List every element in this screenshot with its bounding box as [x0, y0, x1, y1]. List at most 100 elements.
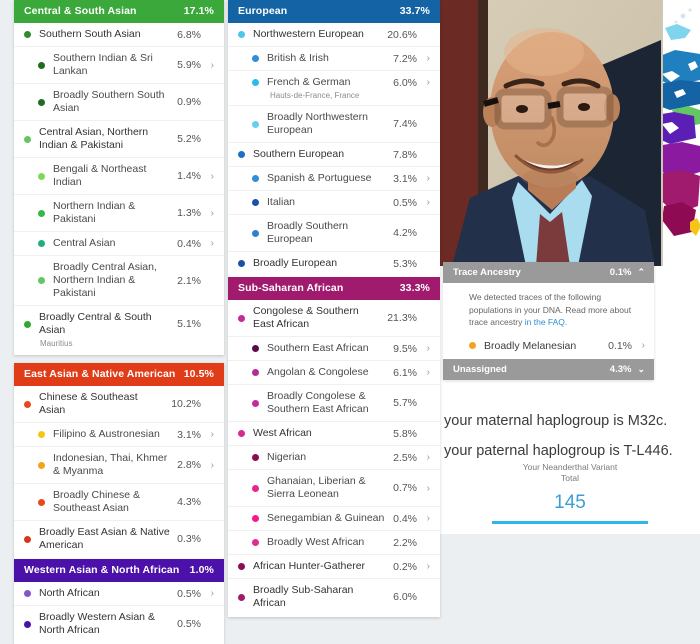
chevron-placeholder: ›: [420, 398, 430, 409]
ancestry-row[interactable]: Indonesian, Thai, Khmer & Myanma 2.8% ›: [14, 446, 224, 483]
population-color-dot: [252, 454, 259, 461]
chevron-right-icon[interactable]: ›: [426, 452, 430, 463]
ancestry-row: Southern European 7.8%›: [228, 142, 440, 166]
population-label: Central Asian, Northern Indian & Pakista…: [39, 126, 149, 151]
population-label: Broadly Central Asian, Northern Indian &…: [53, 261, 157, 299]
chevron-right-icon[interactable]: ›: [426, 482, 430, 494]
ancestry-group-header[interactable]: East Asian & Native American 10.5%: [14, 363, 224, 386]
population-label: Broadly Congolese & Southern East Africa…: [267, 390, 369, 415]
ancestry-row: Broadly Central & South Asian 5.1%›: [14, 305, 224, 342]
ancestry-row[interactable]: British & Irish 7.2% ›: [228, 46, 440, 70]
chevron-placeholder: ›: [420, 313, 430, 324]
chevron-down-icon[interactable]: ⌄: [637, 363, 645, 374]
ancestry-row[interactable]: Filipino & Austronesian 3.1% ›: [14, 422, 224, 446]
chevron-right-icon[interactable]: ›: [210, 170, 214, 182]
chevron-right-icon[interactable]: ›: [426, 513, 430, 524]
ancestry-row: Southern South Asian 6.8%›: [14, 23, 224, 46]
population-color-dot: [238, 31, 245, 38]
ancestry-group-percent: 17.1%: [183, 5, 214, 17]
population-percent: 5.1%: [177, 318, 201, 330]
trace-ancestry-header[interactable]: Trace Ancestry 0.1% ⌃: [443, 262, 654, 283]
user-profile-photo: [440, 0, 663, 266]
chevron-right-icon[interactable]: ›: [426, 173, 430, 184]
chevron-right-icon[interactable]: ›: [426, 53, 430, 64]
ancestry-group-header[interactable]: European 33.7%: [228, 0, 440, 23]
ancestry-group-header[interactable]: Western Asian & North African 1.0%: [14, 559, 224, 582]
ancestry-row[interactable]: Southern Indian & Sri Lankan 5.9% ›: [14, 46, 224, 83]
population-color-dot: [38, 498, 45, 506]
trace-description-text: We detected traces of the following popu…: [469, 292, 632, 327]
chevron-right-icon[interactable]: ›: [210, 429, 214, 440]
ancestry-group-name: Sub-Saharan African: [238, 282, 344, 294]
ancestry-row[interactable]: Northern Indian & Pakistani 1.3% ›: [14, 194, 224, 231]
population-label: Ghanaian, Liberian & Sierra Leonean: [267, 475, 366, 500]
chevron-placeholder: ›: [420, 537, 430, 548]
ancestry-group-header[interactable]: Sub-Saharan African 33.3%: [228, 277, 440, 300]
population-color-dot: [252, 399, 259, 407]
ancestry-row: West African 5.8%›: [228, 421, 440, 445]
neanderthal-title-line2: Total: [561, 473, 579, 483]
ancestry-row[interactable]: French & German 6.0% ›: [228, 70, 440, 94]
ancestry-row[interactable]: Spanish & Portuguese 3.1% ›: [228, 166, 440, 190]
unassigned-label: Unassigned: [453, 363, 507, 375]
chevron-right-icon[interactable]: ›: [426, 343, 430, 354]
ancestry-row[interactable]: Nigerian 2.5% ›: [228, 445, 440, 469]
population-label: Broadly Northwestern European: [267, 111, 368, 136]
population-percent: 3.1%: [393, 172, 417, 185]
population-percent: 0.2%: [393, 560, 417, 573]
ancestry-row[interactable]: Bengali & Northeast Indian 1.4% ›: [14, 157, 224, 194]
chevron-right-icon[interactable]: ›: [426, 197, 430, 208]
chevron-right-icon[interactable]: ›: [210, 238, 214, 249]
chevron-up-icon[interactable]: ⌃: [637, 267, 645, 277]
population-color-dot: [24, 400, 31, 408]
population-percent: 0.9%: [177, 96, 201, 108]
chevron-right-icon[interactable]: ›: [426, 367, 430, 378]
population-label: Chinese & Southeast Asian: [39, 391, 138, 416]
chevron-right-icon[interactable]: ›: [426, 561, 430, 572]
chevron-right-icon[interactable]: ›: [210, 459, 214, 471]
ancestry-group-header[interactable]: Central & South Asian 17.1%: [14, 0, 224, 23]
population-percent: 0.5%: [177, 587, 201, 600]
haplogroup-text-block: your maternal haplogroup is M32c. your p…: [440, 406, 700, 466]
population-percent: 21.3%: [387, 312, 417, 324]
ancestry-column-left: Central & South Asian 17.1% Southern South…: [14, 0, 224, 644]
ancestry-row[interactable]: Italian 0.5% ›: [228, 190, 440, 214]
trace-ancestry-description: We detected traces of the following popu…: [469, 291, 644, 329]
population-label: Broadly Chinese & Southeast Asian: [53, 489, 140, 514]
ancestry-row[interactable]: African Hunter-Gatherer 0.2% ›: [228, 554, 440, 578]
population-label: African Hunter-Gatherer: [253, 560, 366, 572]
chevron-right-icon[interactable]: ›: [210, 588, 214, 599]
ancestry-row[interactable]: Southern East African 9.5% ›: [228, 336, 440, 360]
faq-link[interactable]: in the FAQ.: [524, 317, 568, 327]
population-percent: 5.8%: [393, 427, 417, 440]
chevron-right-icon[interactable]: ›: [426, 77, 430, 88]
population-label: Italian: [267, 196, 296, 208]
chevron-right-icon[interactable]: ›: [210, 59, 214, 71]
ancestry-row[interactable]: Senegambian & Guinean 0.4% ›: [228, 506, 440, 530]
ancestry-row: Broadly Southern European 4.2%›: [228, 214, 440, 251]
population-percent: 2.1%: [177, 274, 201, 287]
unassigned-header[interactable]: Unassigned 4.3% ⌄: [443, 358, 654, 380]
ancestry-row[interactable]: North African 0.5% ›: [14, 582, 224, 605]
population-color-dot: [469, 342, 476, 349]
ancestry-row[interactable]: Ghanaian, Liberian & Sierra Leonean 0.7% ›: [228, 469, 440, 506]
population-label: Northwestern European: [253, 28, 364, 40]
trace-ancestry-row[interactable]: Broadly Melanesian 0.1% ›: [443, 333, 654, 359]
chevron-right-icon[interactable]: ›: [210, 207, 214, 219]
population-percent: 6.0%: [393, 76, 417, 89]
population-color-dot: [38, 461, 45, 469]
population-label: Broadly Sub-Saharan African: [253, 584, 354, 609]
ancestry-row[interactable]: Angolan & Congolese 6.1% ›: [228, 360, 440, 384]
ancestry-row: Broadly Northwestern European 7.4%›: [228, 105, 440, 142]
population-color-dot: [252, 515, 259, 522]
population-region-sublabel: Mauritius: [40, 339, 73, 348]
ancestry-row-list: Congolese & Southern East African21.3%›S…: [228, 300, 440, 617]
chevron-right-icon[interactable]: ›: [641, 340, 645, 351]
unassigned-percent: 4.3%: [609, 363, 632, 375]
ancestry-row[interactable]: Central Asian 0.4% ›: [14, 231, 224, 255]
population-color-dot: [24, 535, 31, 543]
ancestry-row-list: North African 0.5% › Broadly Western Asian …: [14, 582, 224, 644]
population-color-dot: [238, 260, 245, 267]
